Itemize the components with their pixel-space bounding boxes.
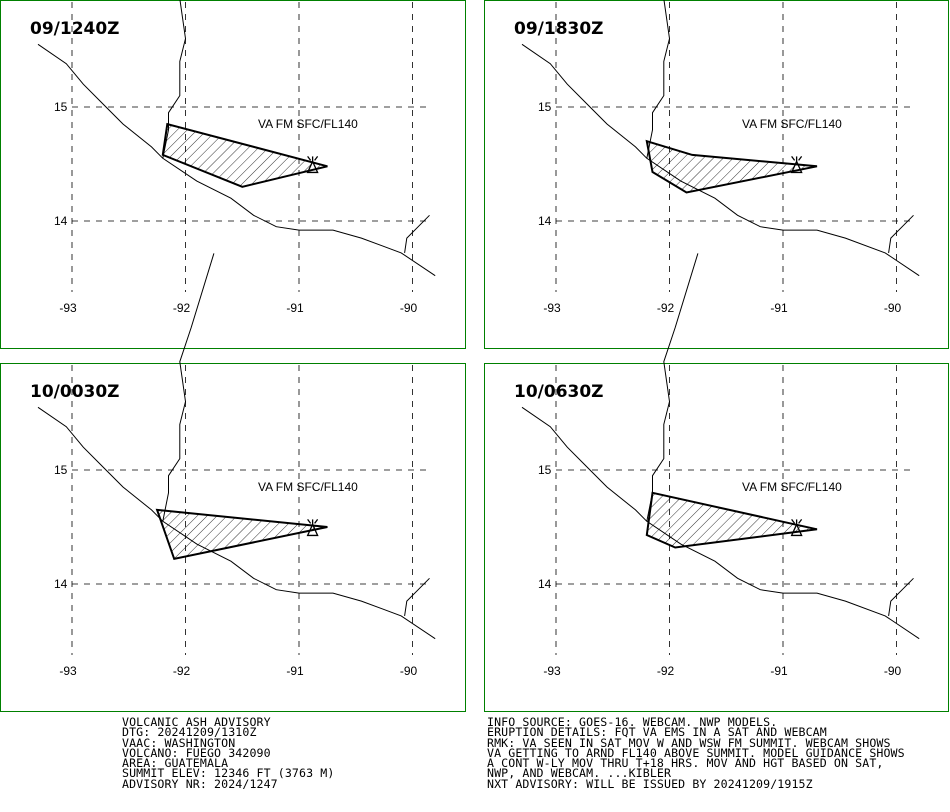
longitude-tick-label: -91 <box>770 664 788 678</box>
advisory-line: VAAC: WASHINGTON <box>122 735 236 750</box>
ash-height-label: VA FM SFC/FL140 <box>258 480 358 494</box>
eruption-icon <box>798 156 803 161</box>
advisory-line: DTG: 20241209/1310Z <box>122 725 257 740</box>
ash-cloud-polygon <box>645 491 818 549</box>
longitude-tick-label: -90 <box>884 301 902 315</box>
border-line <box>646 0 671 159</box>
eruption-icon <box>314 156 319 161</box>
advisory-remark-line: ERUPTION DETAILS: FQT VA EMS IN A SAT AN… <box>487 725 827 740</box>
volcano-icon <box>306 522 319 537</box>
longitude-tick-label: -90 <box>884 664 902 678</box>
forecast-panel: -93 -92 -91 -90 15 14 10/0630Z VA FM SFC/FL140 <box>484 253 949 712</box>
forecast-panel: -93 -92 -91 -90 15 14 09/1240Z VA FM SFC/FL140 <box>0 0 466 349</box>
latitude-tick-label: 15 <box>54 100 68 114</box>
longitude-tick-label: -93 <box>543 664 561 678</box>
ash-cloud-polygon <box>161 122 328 188</box>
forecast-time-label: 10/0030Z <box>30 382 120 402</box>
longitude-tick-label: -93 <box>543 301 561 315</box>
latitude-tick-label: 14 <box>54 577 68 591</box>
border-line <box>162 253 215 522</box>
border-line <box>404 214 430 253</box>
border-line <box>646 253 699 522</box>
volcano-icon <box>306 159 319 174</box>
advisory-remark-line: NWP, AND WEBCAM. ...KIBLER <box>487 766 672 781</box>
advisory-line: VOLCANIC ASH ADVISORY <box>122 715 271 729</box>
coastline <box>521 406 920 640</box>
volcano-icon <box>790 522 803 537</box>
longitude-tick-label: -93 <box>59 301 77 315</box>
forecast-time-label: 09/1240Z <box>30 19 120 39</box>
advisory-remark-line: A CONT W-LY MOV THRU T+18 HRS. MOV AND H… <box>487 756 884 771</box>
border-line <box>404 577 430 616</box>
forecast-panel: -93 -92 -91 -90 15 14 10/0030Z VA FM SFC/FL140 <box>0 253 466 712</box>
longitude-tick-label: -91 <box>286 664 304 678</box>
longitude-tick-label: -91 <box>770 301 788 315</box>
advisory-remark-line: RMK: VA SEEN IN SAT MOV W AND WSW FM SUM… <box>487 735 891 750</box>
advisory-line: AREA: GUATEMALA <box>122 756 229 771</box>
advisory-remark-line: NXT ADVISORY: WILL BE ISSUED BY 20241209… <box>487 776 813 791</box>
longitude-tick-label: -92 <box>657 664 675 678</box>
advisory-header-block: VOLCANIC ASH ADVISORY DTG: 20241209/1310Z… <box>122 715 335 791</box>
advisory-line: VOLCANO: FUEGO 342090 <box>122 745 271 760</box>
border-line <box>888 214 914 253</box>
latitude-tick-label: 15 <box>538 100 552 114</box>
longitude-tick-label: -92 <box>657 301 675 315</box>
volcano-icon <box>790 159 803 174</box>
eruption-icon <box>307 519 312 524</box>
eruption-icon <box>307 156 312 161</box>
advisory-line: SUMMIT ELEV: 12346 FT (3763 M) <box>122 766 335 781</box>
advisory-line: ADVISORY NR: 2024/1247 <box>122 776 278 791</box>
latitude-tick-label: 15 <box>54 463 68 477</box>
latitude-tick-label: 15 <box>538 463 552 477</box>
latitude-tick-label: 14 <box>538 214 552 228</box>
advisory-remark-line: VA GETTING TO ARND FL140 ABOVE SUMMIT. M… <box>487 745 905 760</box>
eruption-icon <box>791 519 796 524</box>
advisory-remark-line: INFO SOURCE: GOES-16. WEBCAM. NWP MODELS… <box>487 715 778 729</box>
eruption-icon <box>791 156 796 161</box>
forecast-time-label: 10/0630Z <box>514 382 604 402</box>
ash-height-label: VA FM SFC/FL140 <box>258 117 358 131</box>
ash-cloud-polygon <box>155 508 328 561</box>
latitude-tick-label: 14 <box>54 214 68 228</box>
eruption-icon <box>314 519 319 524</box>
advisory-remarks-block: INFO SOURCE: GOES-16. WEBCAM. NWP MODELS… <box>487 715 905 791</box>
ash-height-label: VA FM SFC/FL140 <box>742 117 842 131</box>
longitude-tick-label: -92 <box>173 664 191 678</box>
forecast-panel: -93 -92 -91 -90 15 14 09/1830Z VA FM SFC/FL140 <box>484 0 949 349</box>
longitude-tick-label: -90 <box>400 664 418 678</box>
ash-height-label: VA FM SFC/FL140 <box>742 480 842 494</box>
longitude-tick-label: -91 <box>286 301 304 315</box>
border-line <box>888 577 914 616</box>
longitude-tick-label: -92 <box>173 301 191 315</box>
coastline <box>37 43 436 277</box>
ash-cloud-polygon <box>645 139 818 194</box>
latitude-tick-label: 14 <box>538 577 552 591</box>
coastline <box>37 406 436 640</box>
longitude-tick-label: -90 <box>400 301 418 315</box>
longitude-tick-label: -93 <box>59 664 77 678</box>
forecast-time-label: 09/1830Z <box>514 19 604 39</box>
eruption-icon <box>798 519 803 524</box>
